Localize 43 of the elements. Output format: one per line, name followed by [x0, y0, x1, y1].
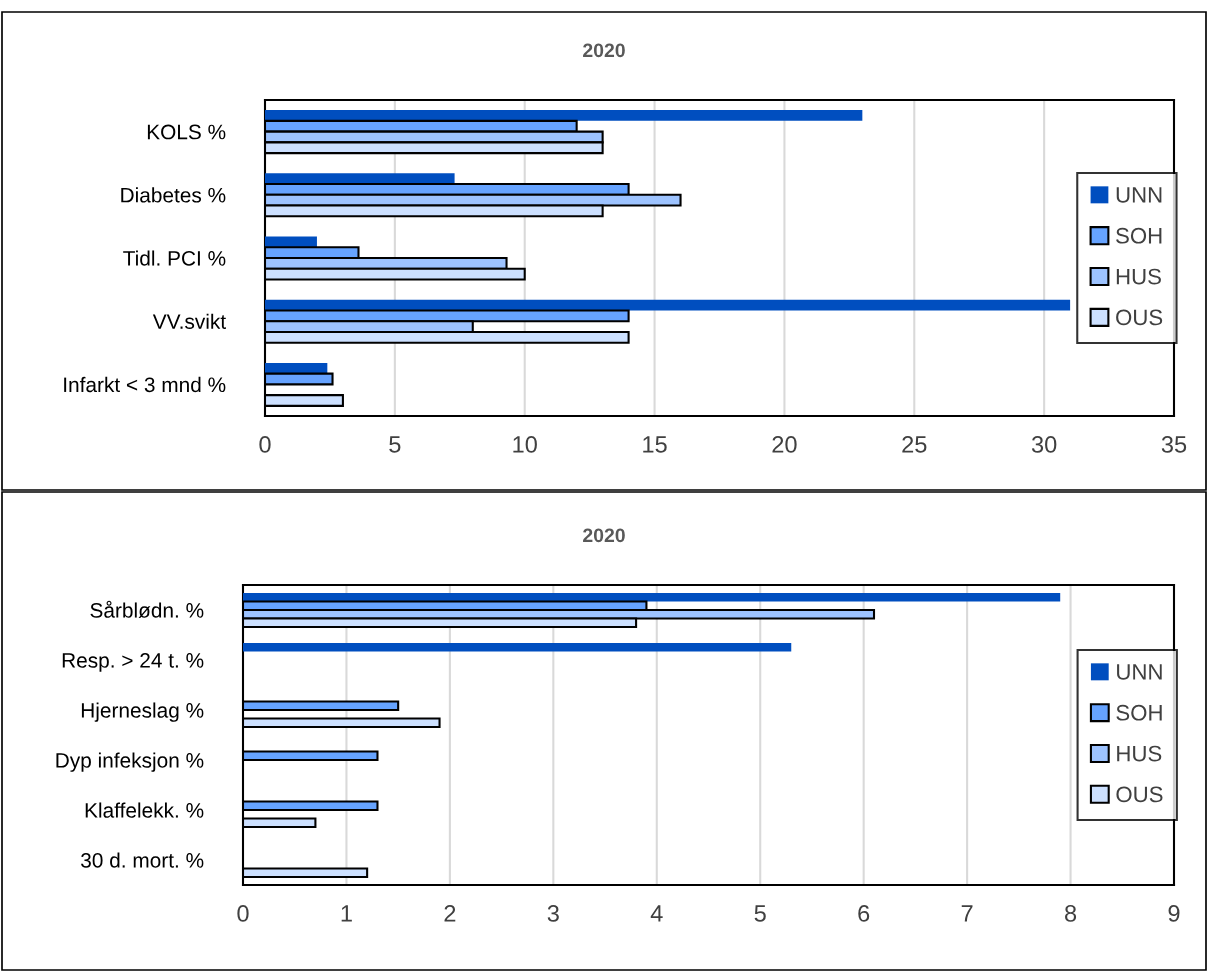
y-tick-label: Hjerneslag %	[81, 702, 204, 722]
y-tick-label: Dyp infeksjon %	[56, 752, 204, 772]
y-tick-label: 30 d. mort. %	[81, 852, 204, 868]
x-tick-label: 1	[341, 905, 352, 922]
x-tick-label: 30	[1031, 436, 1057, 453]
y-tick-label: Tidl. PCI %	[123, 250, 226, 266]
legend-label: OUS	[1116, 309, 1163, 326]
x-tick-label: 3	[547, 905, 559, 922]
y-tick-label: Sårblødn. %	[90, 600, 204, 618]
x-tick-label: 0	[259, 436, 271, 453]
legend-label: OUS	[1116, 786, 1163, 803]
chart-title: 2020	[583, 43, 625, 58]
x-tick-label: 5	[389, 436, 401, 453]
y-tick-label: Infarkt < 3 mnd %	[64, 376, 226, 393]
legend-label: SOH	[1116, 704, 1162, 721]
y-tick-label: Klaffelekk. %	[85, 802, 204, 818]
x-tick-label: 4	[650, 905, 663, 922]
x-tick-label: 6	[858, 905, 870, 922]
y-tick-label: Resp. > 24 t. %	[62, 653, 204, 672]
x-tick-label: 8	[1065, 905, 1077, 922]
x-tick-label: 15	[643, 436, 667, 453]
x-tick-label: 0	[237, 905, 249, 922]
bar	[265, 110, 863, 121]
bar	[265, 362, 328, 374]
x-tick-label: 9	[1168, 905, 1180, 922]
x-tick-label: 35	[1161, 436, 1187, 453]
legend-label: UNN	[1117, 664, 1162, 680]
bar	[265, 173, 455, 185]
x-tick-label: 10	[513, 436, 537, 453]
legend-label: UNN	[1116, 187, 1162, 203]
y-tick-label: VV.svikt	[152, 313, 226, 329]
x-tick-label: 2	[444, 905, 456, 922]
bar	[243, 643, 792, 652]
y-tick-label: Diabetes %	[121, 187, 226, 203]
chart-title: 2020	[583, 528, 625, 543]
x-tick-label: 20	[772, 436, 797, 453]
x-tick-label: 5	[754, 905, 766, 922]
x-tick-label: 7	[961, 905, 973, 922]
x-tick-label: 25	[902, 436, 927, 453]
legend-label: HUS	[1117, 745, 1162, 762]
y-tick-label: KOLS %	[147, 124, 226, 140]
legend-label: SOH	[1116, 227, 1162, 244]
legend-label: HUS	[1116, 268, 1161, 285]
